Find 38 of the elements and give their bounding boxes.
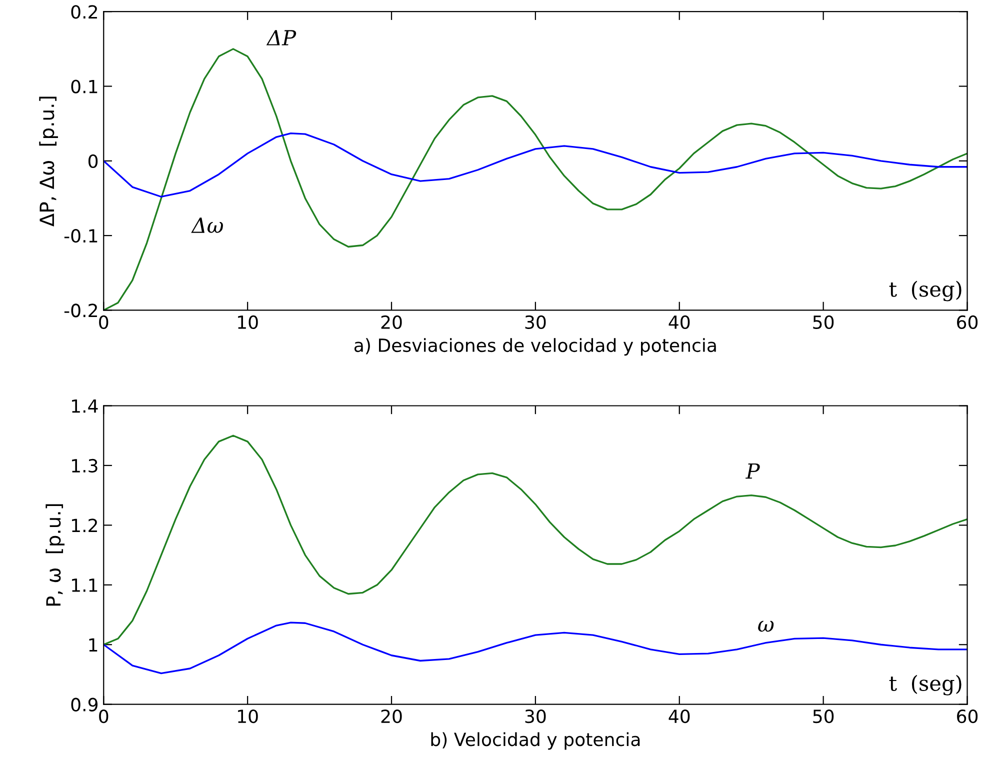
y-axis-title: ΔP, Δω [p.u.] [39,96,58,227]
y-tick-label: 1 [89,638,98,652]
x-tick-label: 0 [99,710,108,724]
y-tick-label: -0.1 [64,229,98,243]
x-tick-label: 50 [813,315,834,330]
x-tick-label: 40 [668,315,690,330]
x-tick-label: 10 [238,315,258,330]
y-tick-label: 0.1 [71,80,98,94]
y-tick-label: 0 [88,154,98,168]
y-tick-label: 1.2 [72,518,97,532]
y-axis-title: P, ω [p.u.] [46,504,65,606]
y-tick-label: -0.2 [64,304,97,318]
x-tick-label: 50 [813,710,834,724]
y-tick-label: 0.2 [71,5,97,19]
x-tick-label: 0 [99,315,108,330]
line-series [104,132,968,198]
line-series [104,622,968,674]
y-tick-label: 0.9 [71,698,98,712]
series-label: ω [758,620,774,632]
x-tick-label: 30 [525,710,546,724]
x-axis-title: b) Velocidad y potencia [431,732,640,750]
x-axis-title: a) Desviaciones de velocidad y potencia [354,338,716,356]
annotation: t (seg) [889,280,962,302]
y-tick-label: 1.1 [72,578,98,592]
series-label: ΔP [266,30,296,46]
series-label: P [745,463,760,479]
y-tick-label: 1.4 [72,399,98,413]
x-tick-label: 60 [957,315,978,330]
x-tick-label: 10 [238,710,258,724]
annotation: t (seg) [889,674,962,696]
x-tick-label: 20 [381,315,402,330]
y-tick-label: 1.3 [72,458,98,473]
x-tick-label: 40 [668,710,690,724]
series-label: Δω [191,218,223,233]
x-tick-label: 30 [525,315,546,330]
x-tick-label: 60 [957,710,978,724]
line-series [104,434,968,646]
x-tick-label: 20 [381,710,402,724]
